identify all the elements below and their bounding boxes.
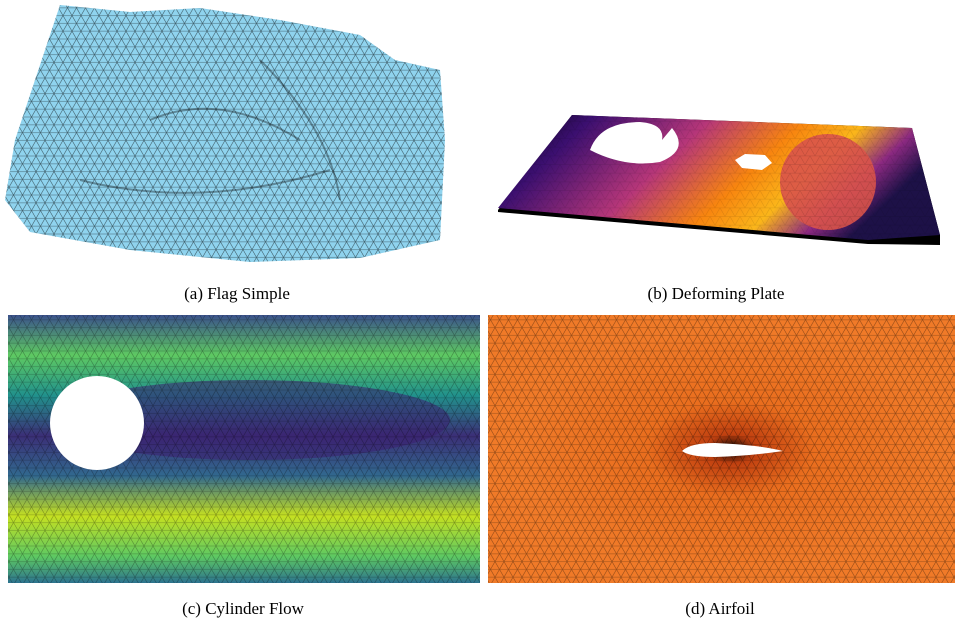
cylinder — [50, 376, 144, 470]
plate-obstacle-mesh — [780, 134, 876, 230]
caption: (a) Flag Simple — [184, 284, 290, 303]
caption: (c) Cylinder Flow — [182, 599, 305, 618]
figure: (a) Flag Simple (b) Deforming Plate (c) … — [0, 0, 960, 628]
flag-mesh — [5, 5, 445, 262]
caption: (b) Deforming Plate — [648, 284, 785, 303]
cylinder-panel: (c) Cylinder Flow — [8, 315, 480, 618]
flag-panel: (a) Flag Simple — [5, 5, 445, 303]
plate-panel: (b) Deforming Plate — [498, 115, 940, 303]
caption: (d) Airfoil — [685, 599, 755, 618]
airfoil-panel: (d) Airfoil — [488, 315, 955, 618]
